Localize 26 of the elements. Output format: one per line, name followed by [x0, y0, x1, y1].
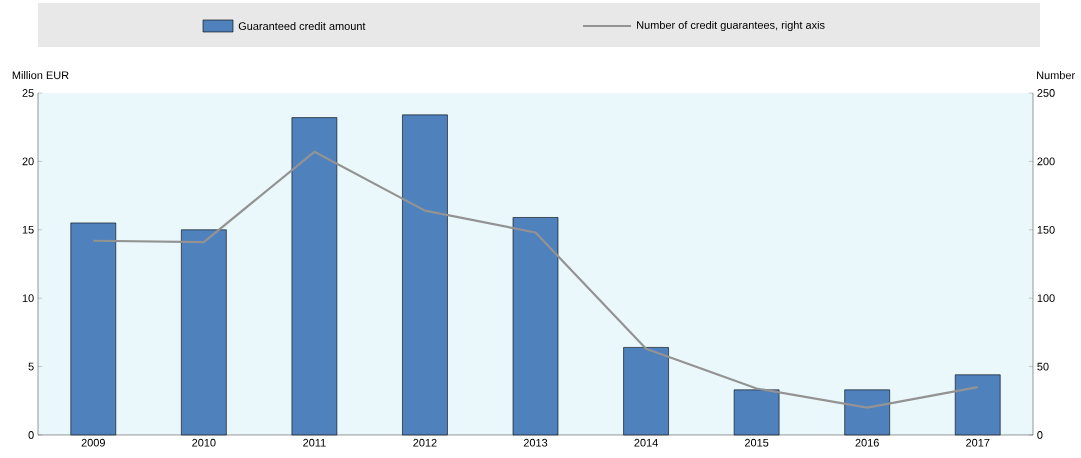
- y2-tick-label: 0: [1037, 431, 1043, 439]
- y-tick-label: 15: [22, 225, 34, 234]
- y-tick-label: 25: [22, 89, 34, 97]
- legend-label: Number of credit guarantees, right axis: [637, 20, 825, 32]
- x-tick-label: 2016: [855, 438, 879, 447]
- y-tick-label: 20: [22, 157, 34, 166]
- x-tick-label: 2011: [303, 438, 326, 447]
- x-tick-label: 2009: [81, 438, 105, 447]
- y-axis-title: Million EUR: [12, 71, 69, 80]
- y2-tick-label: 50: [1037, 362, 1049, 371]
- legend-label: Guaranteed credit amount: [238, 21, 366, 31]
- x-tick-label: 2015: [744, 438, 769, 447]
- y2-axis-title: Number: [1037, 71, 1075, 80]
- line-series: [92, 150, 979, 409]
- y2-tick-label: 250: [1037, 89, 1055, 97]
- x-tick-label: 2012: [413, 438, 437, 447]
- y-tick-label: 0: [28, 431, 34, 439]
- y-tick-label: 5: [28, 362, 34, 371]
- y2-tick-label: 150: [1037, 225, 1055, 234]
- y2-tick-label: 100: [1037, 294, 1055, 303]
- y-tick-label: 10: [22, 294, 34, 303]
- x-tick-label: 2010: [192, 438, 216, 447]
- x-tick-label: 2013: [523, 438, 548, 447]
- x-tick-label: 2017: [966, 438, 990, 447]
- x-tick-label: 2014: [634, 438, 658, 447]
- y2-tick-label: 200: [1037, 157, 1055, 166]
